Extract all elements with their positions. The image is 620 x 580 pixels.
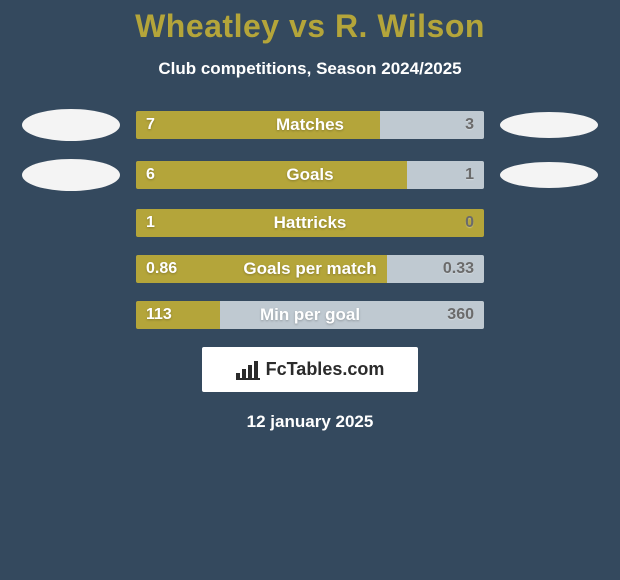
stat-right-value: 360 [447, 301, 474, 329]
stat-bar-left-fill [136, 209, 484, 237]
stat-bar: 0.86Goals per match0.33 [136, 255, 484, 283]
stat-bar-bg [136, 209, 484, 237]
stat-left-value: 7 [146, 111, 155, 139]
stat-bar: 7Matches3 [136, 111, 484, 139]
player-left-ellipse [22, 159, 120, 191]
stat-row: 113Min per goal360 [0, 301, 620, 329]
stat-left-value: 6 [146, 161, 155, 189]
stat-bar: 113Min per goal360 [136, 301, 484, 329]
player-right-ellipse [500, 162, 598, 188]
stat-right-value: 1 [465, 161, 474, 189]
stat-bar-left-fill [136, 111, 380, 139]
stat-bar-bg [136, 111, 484, 139]
stat-bar: 6Goals1 [136, 161, 484, 189]
stat-right-value: 0 [465, 209, 474, 237]
stat-row: 6Goals1 [0, 159, 620, 191]
stat-right-value: 3 [465, 111, 474, 139]
subtitle: Club competitions, Season 2024/2025 [0, 59, 620, 79]
bar-chart-icon [236, 360, 260, 380]
page-title: Wheatley vs R. Wilson [0, 8, 620, 45]
stat-left-value: 0.86 [146, 255, 177, 283]
logo-box: FcTables.com [202, 347, 418, 392]
comparison-infographic: Wheatley vs R. Wilson Club competitions,… [0, 0, 620, 432]
stat-left-value: 113 [146, 301, 172, 329]
stat-bar: 1Hattricks0 [136, 209, 484, 237]
stat-row: 0.86Goals per match0.33 [0, 255, 620, 283]
player-left-ellipse [22, 109, 120, 141]
stat-left-value: 1 [146, 209, 155, 237]
stat-row: 1Hattricks0 [0, 209, 620, 237]
stat-bar-left-fill [136, 161, 407, 189]
date-label: 12 january 2025 [0, 412, 620, 432]
stat-right-value: 0.33 [443, 255, 474, 283]
stat-bar-bg [136, 161, 484, 189]
stat-bar-bg [136, 255, 484, 283]
stat-bar-bg [136, 301, 484, 329]
player-right-ellipse [500, 112, 598, 138]
logo-text: FcTables.com [266, 359, 385, 380]
stat-row: 7Matches3 [0, 109, 620, 141]
stats-list: 7Matches3 6Goals1 1Hattricks0 0.86Goals per… [0, 109, 620, 329]
stat-bar-right-fill [220, 301, 484, 329]
